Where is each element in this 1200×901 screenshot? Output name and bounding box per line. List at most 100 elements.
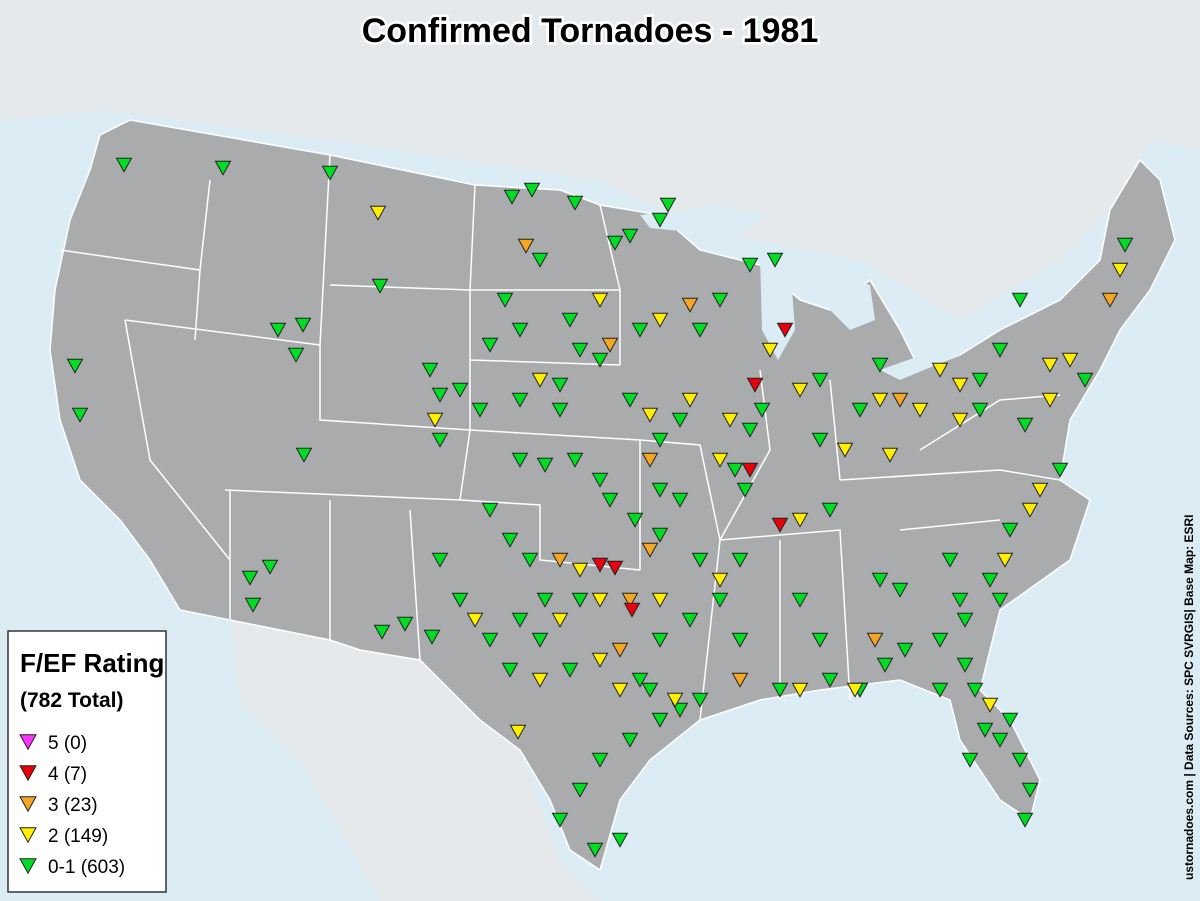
tornado-marker	[591, 292, 609, 308]
tornado-marker	[531, 672, 549, 688]
tornado-marker	[776, 322, 794, 338]
tornado-marker	[591, 652, 609, 668]
tornado-marker	[471, 402, 489, 418]
tornado-marker	[481, 502, 499, 518]
tornado-marker	[956, 657, 974, 673]
tornado-marker	[956, 612, 974, 628]
tornado-marker	[791, 592, 809, 608]
lake-superior	[640, 205, 770, 235]
tornado-marker	[1031, 482, 1049, 498]
tornado-marker	[511, 322, 529, 338]
tornado-marker	[601, 337, 619, 353]
tornado-marker	[1001, 712, 1019, 728]
tornado-marker	[1011, 292, 1029, 308]
tornado-marker	[566, 195, 584, 211]
tornado-marker	[1041, 357, 1059, 373]
tornado-marker	[1101, 292, 1119, 308]
tornado-marker	[294, 317, 312, 333]
tornado-marker	[115, 157, 133, 173]
tornado-marker	[509, 724, 527, 740]
tornado-marker	[741, 257, 759, 273]
tornado-marker	[951, 412, 969, 428]
tornado-marker	[1011, 752, 1029, 768]
tornado-marker	[721, 412, 739, 428]
tornado-marker	[1076, 372, 1094, 388]
tornado-marker	[521, 552, 539, 568]
tornado-marker	[791, 382, 809, 398]
tornado-marker	[369, 205, 387, 221]
tornado-marker	[586, 842, 604, 858]
legend-title: F/EF Rating	[20, 648, 164, 678]
legend-label: 2 (149)	[48, 826, 108, 847]
tornado-marker	[671, 412, 689, 428]
legend-symbol	[19, 734, 37, 751]
tornado-marker	[531, 252, 549, 268]
tornado-marker	[321, 165, 339, 181]
tornado-marker	[1016, 417, 1034, 433]
tornado-marker	[591, 472, 609, 488]
tornado-marker	[651, 712, 669, 728]
tornado-marker	[496, 292, 514, 308]
tornado-marker	[396, 616, 414, 632]
tornado-marker	[631, 672, 649, 688]
legend-subtitle: (782 Total)	[20, 689, 123, 712]
source-credit: ustornadoes.com | Data Sources: SPC SVRG…	[1182, 515, 1196, 880]
tornado-marker	[846, 682, 864, 698]
tornado-marker	[851, 402, 869, 418]
tornado-marker	[536, 457, 554, 473]
tornado-marker	[871, 572, 889, 588]
legend-label: 5 (0)	[48, 733, 87, 754]
tornado-marker	[771, 517, 789, 533]
map-title: Confirmed Tornadoes - 1981	[362, 12, 819, 50]
tornado-marker	[666, 692, 684, 708]
tornado-marker	[659, 197, 677, 213]
legend-symbol	[19, 796, 37, 813]
tornado-marker	[996, 552, 1014, 568]
tornado-marker	[531, 632, 549, 648]
tornado-marker	[711, 452, 729, 468]
tornado-marker	[373, 624, 391, 640]
tornado-marker	[451, 382, 469, 398]
tornado-marker	[621, 228, 639, 244]
tornado-marker	[891, 392, 909, 408]
state-borders	[59, 154, 1061, 721]
tornado-marker	[481, 632, 499, 648]
tornado-marker	[981, 697, 999, 713]
legend-box	[7, 630, 167, 893]
tornado-marker	[621, 592, 639, 608]
tornado-marker	[871, 392, 889, 408]
tornado-marker	[951, 592, 969, 608]
tornado-marker	[821, 502, 839, 518]
tornado-marker	[741, 462, 759, 478]
tornado-marker	[891, 582, 909, 598]
tornado-marker	[611, 832, 629, 848]
lake-erie	[880, 345, 960, 380]
tornado-marker	[606, 235, 624, 251]
tornado-marker	[991, 732, 1009, 748]
tornado-marker	[241, 570, 259, 586]
tornado-marker	[66, 358, 84, 374]
tornado-marker	[711, 592, 729, 608]
tornado-marker	[876, 657, 894, 673]
legend-label: 4 (7)	[48, 764, 87, 785]
tornado-marker	[571, 592, 589, 608]
tornado-marker	[691, 692, 709, 708]
tornado-marker	[791, 512, 809, 528]
tornado-marker	[1041, 392, 1059, 408]
tornado-marker	[771, 682, 789, 698]
tornado-marker	[71, 407, 89, 423]
legend-symbol	[19, 827, 37, 844]
tornado-marker	[681, 297, 699, 313]
tornado-marker	[981, 572, 999, 588]
tornado-marker	[611, 642, 629, 658]
tornado-marker	[287, 347, 305, 363]
tornado-marker	[551, 552, 569, 568]
tornado-marker	[501, 662, 519, 678]
tornado-marker	[741, 422, 759, 438]
tornado-marker	[651, 432, 669, 448]
tornado-marker	[421, 362, 439, 378]
tornado-marker	[1016, 812, 1034, 828]
tornado-marker	[911, 402, 929, 418]
tornado-marker	[691, 552, 709, 568]
tornado-marker	[591, 752, 609, 768]
